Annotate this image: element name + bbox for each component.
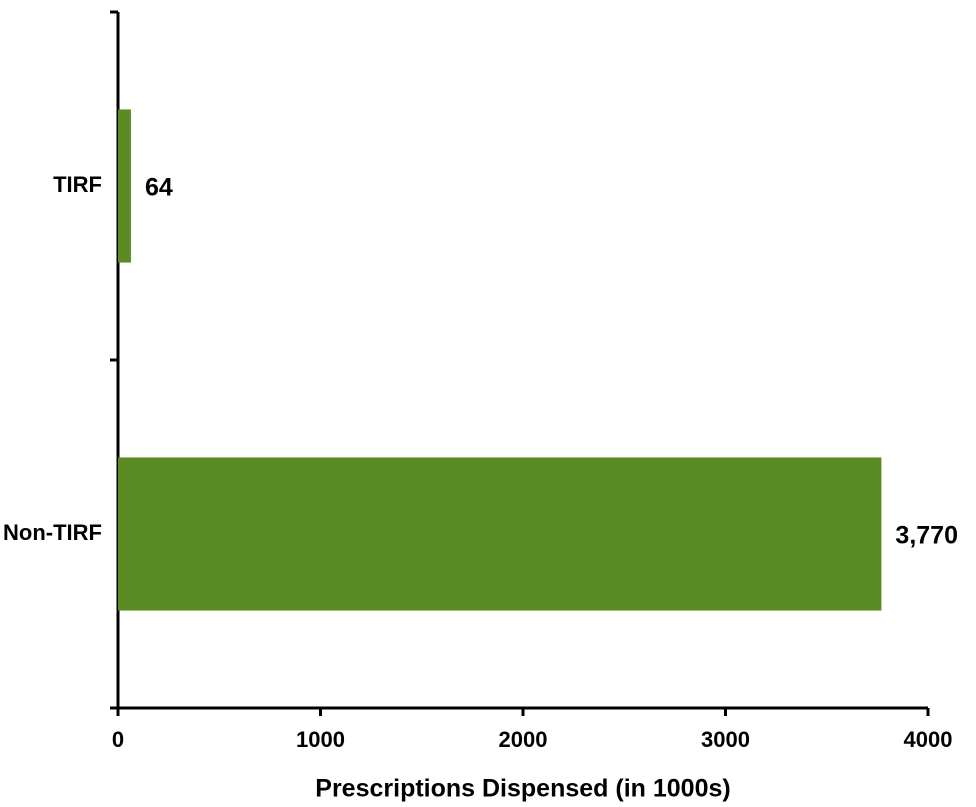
value-label: 3,770 [895, 522, 958, 550]
y-tick-label: Non-TIRF [3, 520, 102, 545]
x-tick-label: 0 [112, 727, 124, 752]
bar [118, 109, 131, 263]
x-tick-label: 4000 [904, 727, 953, 752]
x-tick-label: 3000 [701, 727, 750, 752]
y-tick-label: TIRF [53, 172, 102, 197]
x-axis-title: Prescriptions Dispensed (in 1000s) [315, 775, 730, 803]
value-label: 64 [145, 174, 173, 202]
x-tick-label: 1000 [296, 727, 345, 752]
x-tick-label: 2000 [499, 727, 548, 752]
bar [118, 457, 882, 611]
